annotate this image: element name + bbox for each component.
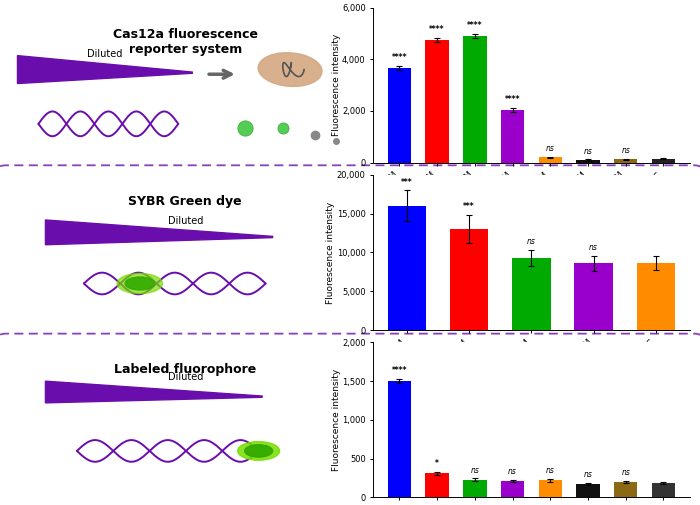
Bar [576, 484, 600, 497]
Text: ns: ns [589, 243, 598, 251]
Circle shape [117, 273, 162, 293]
Polygon shape [46, 220, 272, 245]
Y-axis label: Fluorescence intensity: Fluorescence intensity [332, 34, 340, 136]
Bar [538, 480, 562, 497]
Text: ***: *** [463, 203, 475, 212]
Text: *: * [435, 459, 439, 468]
Text: ns: ns [546, 144, 554, 153]
Polygon shape [18, 56, 192, 83]
Bar [426, 473, 449, 497]
Y-axis label: Fluorescence intensity: Fluorescence intensity [326, 201, 335, 304]
Ellipse shape [258, 53, 322, 86]
Text: Diluted: Diluted [167, 372, 203, 381]
Y-axis label: Fluorescence intensity: Fluorescence intensity [332, 369, 341, 471]
Text: ****: **** [429, 25, 444, 34]
Text: Labeled fluorophore: Labeled fluorophore [114, 363, 256, 376]
Text: ns: ns [527, 237, 536, 246]
Bar [463, 36, 486, 163]
X-axis label: Concentration of ssDNA target: Concentration of ssDNA target [462, 369, 601, 378]
X-axis label: Concentration of ssDNA target: Concentration of ssDNA target [462, 201, 601, 210]
Text: ns: ns [470, 466, 480, 475]
Text: ***: *** [401, 178, 413, 187]
Bar [576, 160, 600, 163]
Polygon shape [46, 381, 262, 403]
Circle shape [125, 277, 155, 290]
Text: ns: ns [546, 466, 554, 475]
Bar [574, 263, 613, 330]
Bar [652, 159, 675, 163]
Bar [500, 110, 524, 163]
Bar [614, 482, 638, 497]
Text: ****: **** [391, 366, 407, 375]
Text: ns: ns [622, 468, 630, 477]
Bar [450, 229, 489, 330]
Bar [463, 480, 486, 497]
Text: ns: ns [508, 467, 517, 476]
Text: Cas12a fluorescence
reporter system: Cas12a fluorescence reporter system [113, 28, 258, 56]
Circle shape [245, 445, 272, 457]
Text: Diluted: Diluted [167, 217, 203, 227]
Text: ns: ns [584, 471, 592, 479]
Text: ****: **** [505, 94, 520, 104]
Bar [636, 263, 675, 330]
Text: SYBR Green dye: SYBR Green dye [128, 195, 242, 208]
Bar [652, 483, 675, 497]
Bar [426, 40, 449, 163]
Text: ns: ns [584, 146, 592, 156]
Text: ****: **** [467, 21, 482, 30]
Bar [538, 158, 562, 163]
Bar [512, 258, 551, 330]
Bar [388, 68, 411, 163]
Text: Diluted: Diluted [88, 49, 122, 59]
Circle shape [238, 441, 279, 460]
Bar [614, 160, 638, 163]
Bar [388, 206, 426, 330]
Bar [388, 381, 411, 497]
Bar [500, 481, 524, 497]
Text: ****: **** [391, 54, 407, 62]
Text: ns: ns [622, 146, 630, 155]
